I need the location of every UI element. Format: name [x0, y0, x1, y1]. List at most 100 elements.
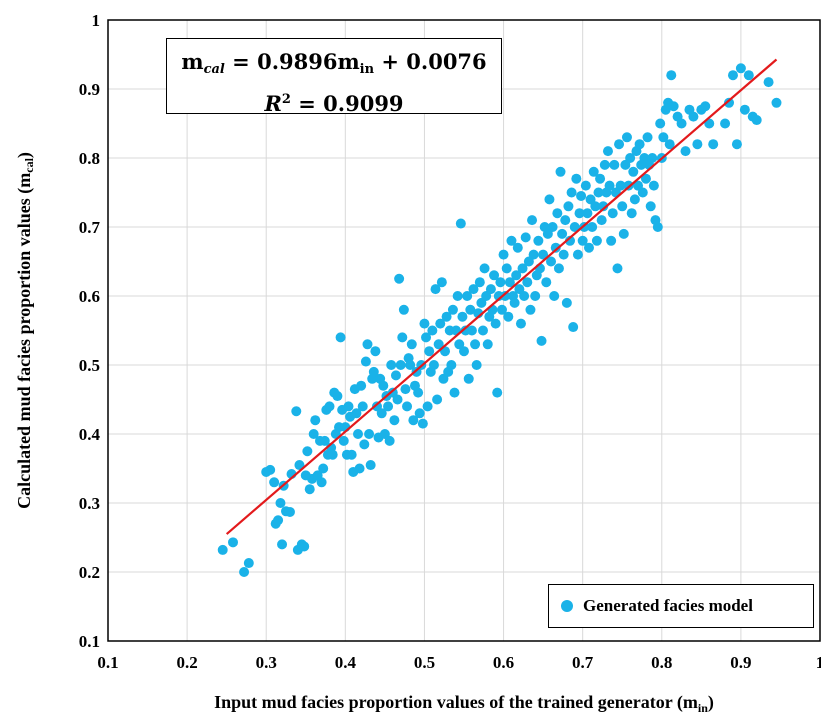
data-point [459, 346, 469, 357]
data-point [588, 166, 599, 177]
data-point [530, 291, 541, 301]
data-point [217, 544, 228, 555]
data-point [582, 208, 593, 219]
data-point [618, 228, 629, 239]
legend-marker-icon [561, 600, 573, 612]
data-point [273, 515, 284, 526]
data-point [275, 498, 286, 508]
data-point [557, 228, 568, 239]
data-point [400, 384, 411, 395]
data-point [383, 401, 394, 412]
data-point [569, 222, 580, 232]
data-point [433, 339, 444, 350]
data-point [446, 360, 457, 370]
data-point [501, 263, 512, 274]
data-point [421, 332, 432, 343]
data-point [352, 429, 363, 439]
data-point [471, 360, 482, 370]
data-point [405, 360, 416, 370]
y-tick-label: 0.7 [79, 218, 101, 237]
data-point [265, 464, 276, 475]
data-point [386, 360, 397, 370]
data-point [574, 208, 585, 219]
data-point [422, 401, 433, 412]
y-tick-label: 0.3 [79, 494, 100, 513]
regression-equation-box: mcal = 0.9896min + 0.0076 R2 = 0.9099 [166, 38, 502, 116]
data-point [647, 153, 658, 163]
data-point [503, 311, 514, 322]
data-point [552, 208, 563, 219]
data-point [520, 232, 531, 243]
data-point [466, 325, 477, 336]
data-point [547, 222, 558, 232]
data-point [587, 222, 598, 232]
data-point [593, 187, 604, 198]
data-point [533, 235, 544, 246]
data-point [568, 322, 579, 333]
y-tick-label: 0.2 [79, 563, 100, 582]
data-point [447, 304, 458, 315]
data-point [504, 277, 515, 288]
data-point [743, 70, 754, 81]
x-axis-title: Input mud facies proportion values of th… [214, 692, 714, 715]
y-axis-title: Calculated mud facies proportion values … [14, 152, 36, 509]
data-point [392, 394, 403, 405]
data-point [378, 380, 389, 391]
data-point [558, 249, 569, 260]
equation-line-fit: mcal = 0.9896min + 0.0076 [181, 49, 487, 77]
x-tick-label: 0.6 [493, 653, 514, 672]
data-point [318, 463, 329, 474]
data-point [441, 311, 452, 322]
data-point [455, 218, 466, 229]
data-point [637, 187, 648, 198]
data-point [527, 215, 538, 226]
data-point [680, 146, 691, 157]
data-point [606, 235, 617, 246]
data-point [645, 201, 656, 212]
data-point [664, 139, 675, 150]
data-point [419, 318, 430, 329]
data-point [553, 263, 564, 274]
x-tick-label: 1 [816, 653, 821, 672]
data-point [316, 477, 327, 488]
data-point [414, 408, 425, 419]
y-tick-label: 1 [92, 11, 101, 30]
data-point [427, 325, 438, 336]
data-point [359, 439, 370, 450]
data-point [299, 541, 310, 552]
data-point [327, 449, 338, 460]
data-point [468, 284, 479, 295]
data-point [692, 139, 703, 150]
data-point [583, 242, 594, 253]
data-point [571, 173, 582, 184]
data-point [370, 346, 381, 357]
data-point [462, 291, 473, 301]
data-point [607, 208, 618, 219]
data-point [735, 63, 746, 74]
data-point [376, 408, 387, 419]
data-point [338, 435, 349, 446]
data-point [394, 273, 405, 284]
data-point [602, 146, 613, 157]
data-point [688, 111, 699, 122]
data-point [614, 139, 625, 150]
data-point [500, 291, 511, 301]
y-tick-label: 0.1 [79, 632, 100, 651]
data-point [541, 277, 552, 288]
plot-frame [107, 19, 821, 642]
data-point [546, 256, 557, 267]
data-point [364, 429, 375, 439]
data-point [291, 406, 302, 417]
data-point [408, 415, 419, 426]
data-point [615, 180, 626, 191]
x-tick-label: 0.7 [572, 653, 594, 672]
data-point [432, 394, 443, 405]
data-point [470, 339, 481, 350]
legend-label: Generated facies model [583, 596, 753, 615]
data-point [522, 277, 533, 288]
data-point [555, 166, 566, 177]
data-point [751, 115, 762, 126]
data-point [668, 101, 679, 112]
data-point [402, 401, 413, 412]
x-tick-label: 0.1 [97, 653, 118, 672]
